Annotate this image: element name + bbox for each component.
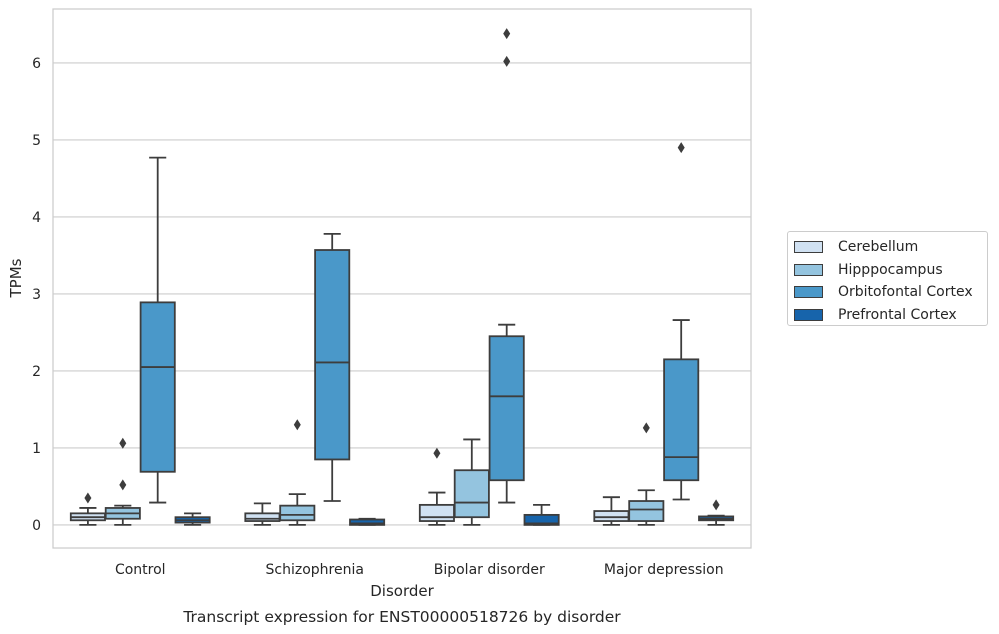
box-iqr	[488, 335, 525, 482]
legend-swatch	[794, 241, 823, 254]
outlier-point	[503, 28, 511, 40]
box-hipppocampus	[104, 437, 141, 526]
legend-label: Prefrontal Cortex	[838, 306, 957, 323]
chart-title: Transcript expression for ENST0000051872…	[182, 608, 621, 626]
y-tick-label: 5	[32, 133, 41, 149]
box-iqr	[349, 518, 386, 526]
outlier-point	[433, 447, 441, 459]
legend-item: Orbitofontal Cortex	[794, 281, 981, 304]
legend-item: Hipppocampus	[794, 259, 981, 282]
plot-area-frame	[52, 8, 752, 549]
y-tick-label: 3	[32, 287, 41, 303]
legend-item: Cerebellum	[794, 236, 981, 259]
y-tick-label: 4	[32, 210, 41, 226]
box-series-group	[69, 28, 735, 526]
legend-swatch	[794, 308, 823, 321]
box-prefrontal-cortex	[698, 499, 735, 526]
box-hipppocampus	[628, 422, 665, 526]
outlier-point	[677, 142, 685, 154]
outlier-point	[119, 479, 127, 491]
x-tick-label: Major depression	[604, 562, 724, 578]
legend-label: Orbitofontal Cortex	[838, 284, 973, 301]
x-axis-label: Disorder	[370, 582, 434, 600]
x-tick-labels: Control Schizophrenia Bipolar disorder Majo…	[115, 562, 724, 578]
x-tick-label: Control	[115, 562, 166, 578]
box-orbitofontal-cortex	[139, 156, 176, 504]
box-iqr	[418, 503, 455, 522]
box-cerebellum	[418, 447, 455, 526]
outlier-point	[84, 492, 92, 504]
box-cerebellum	[69, 492, 106, 526]
outlier-point	[503, 55, 511, 67]
box-iqr	[523, 513, 560, 526]
box-orbitofontal-cortex	[663, 142, 700, 501]
x-tick-label: Bipolar disorder	[434, 562, 545, 578]
legend: Cerebellum Hipppocampus Orbitofontal Corte…	[787, 231, 988, 326]
box-iqr	[628, 500, 665, 522]
box-prefrontal-cortex	[174, 512, 211, 526]
box-iqr	[663, 358, 700, 482]
box-hipppocampus	[279, 419, 316, 526]
outlier-point	[293, 419, 301, 431]
box-iqr	[453, 469, 490, 519]
box-cerebellum	[593, 496, 630, 526]
outlier-point	[642, 422, 650, 434]
box-iqr	[593, 510, 630, 522]
x-tick-label: Schizophrenia	[266, 562, 364, 578]
box-prefrontal-cortex	[523, 503, 560, 526]
y-axis-label: TPMs	[7, 258, 25, 298]
legend-item: Prefrontal Cortex	[794, 304, 981, 327]
outlier-point	[119, 437, 127, 449]
y-tick-labels: 0 1 2 3 4 5 6	[32, 56, 41, 534]
outlier-point	[712, 499, 720, 511]
box-orbitofontal-cortex	[314, 232, 351, 502]
y-tick-label: 2	[32, 364, 41, 380]
y-tick-label: 6	[32, 56, 41, 72]
legend-swatch	[794, 286, 823, 299]
box-orbitofontal-cortex	[488, 28, 525, 504]
y-tick-label: 1	[32, 441, 41, 457]
box-iqr	[139, 301, 176, 473]
box-prefrontal-cortex	[349, 517, 386, 526]
box-iqr	[279, 504, 316, 522]
legend-label: Hipppocampus	[838, 261, 943, 278]
y-tick-label: 0	[32, 518, 41, 534]
legend-swatch	[794, 263, 823, 276]
legend-label: Cerebellum	[838, 239, 919, 256]
box-cerebellum	[244, 502, 281, 526]
box-iqr	[314, 249, 351, 461]
box-iqr	[244, 512, 281, 522]
box-hipppocampus	[453, 438, 490, 526]
